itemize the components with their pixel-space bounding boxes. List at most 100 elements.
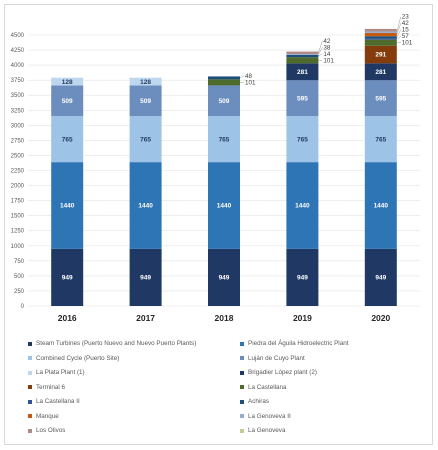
y-tick-label: 3750	[11, 78, 25, 84]
y-tick-label: 3500	[11, 93, 25, 99]
y-tick-label: 500	[14, 274, 25, 280]
bar-segment	[51, 85, 84, 117]
bar-segment	[286, 54, 319, 58]
bar-segment	[286, 248, 319, 306]
bar-segment	[129, 85, 162, 117]
legend-swatch	[240, 414, 244, 418]
leader-line	[396, 16, 401, 33]
data-label: 765	[297, 136, 308, 143]
bar-segment	[51, 162, 84, 249]
legend-swatch	[28, 341, 32, 346]
legend-swatch	[28, 399, 32, 404]
data-label: 48	[245, 73, 253, 80]
data-label: 128	[62, 79, 73, 86]
data-label: 949	[219, 275, 230, 282]
bar-segment	[286, 116, 319, 163]
data-label: 1440	[374, 203, 389, 210]
y-tick-label: 250	[14, 289, 25, 295]
data-label: 101	[402, 40, 413, 47]
legend-item: Steam Turbines (Puerto Nuevo and Nuevo P…	[28, 340, 196, 347]
data-label: 15	[402, 27, 410, 34]
bar-segment	[364, 39, 397, 46]
bar-segment	[364, 162, 397, 249]
y-tick-label: 1000	[11, 244, 25, 250]
legend-swatch	[240, 341, 244, 346]
data-label: 291	[375, 52, 386, 59]
legend-swatch	[240, 399, 244, 404]
y-tick-label: 3250	[11, 108, 25, 114]
y-tick-label: 1500	[11, 214, 25, 220]
y-tick-label: 2000	[11, 184, 25, 190]
legend-item: Manque	[28, 413, 59, 420]
x-tick-label: 2016	[58, 313, 77, 323]
data-label: 949	[140, 275, 151, 282]
data-label: 595	[375, 95, 386, 102]
legend-swatch	[240, 356, 244, 360]
legend-label: Terminal 6	[36, 383, 66, 391]
data-label: 509	[140, 98, 151, 105]
bar-segment	[208, 248, 240, 306]
legend-label: La Genoveva	[248, 427, 286, 434]
bar-segment	[129, 116, 162, 163]
y-tick-label: 0	[21, 304, 25, 310]
data-label: 38	[323, 44, 331, 51]
y-tick-label: 2750	[11, 138, 25, 144]
y-tick-label: 3000	[11, 123, 25, 129]
legend-item: La Genoveva	[240, 427, 285, 434]
data-label: 42	[402, 20, 410, 27]
y-tick-label: 2250	[11, 169, 25, 175]
bar-segment	[51, 77, 84, 86]
legend-item: Piedra del Águila Hidroelectric Plant	[240, 340, 348, 347]
data-label: 42	[323, 38, 331, 45]
legend-swatch	[240, 370, 244, 375]
legend-label: La Genoveva II	[248, 412, 291, 420]
data-label: 949	[297, 275, 308, 282]
stacked-bar-chart: 0 250 500 750 1000 1250 1500 1750 2000 2250 2500 27…	[11, 14, 420, 323]
legend-item: Achiras	[240, 398, 269, 405]
legend-label: Luján de Cuyo Plant	[248, 354, 305, 362]
bar-segment	[208, 76, 240, 80]
y-tick-label: 1250	[11, 229, 25, 235]
bar-segment	[129, 162, 162, 249]
leader-line	[318, 53, 323, 57]
bar-segment	[364, 45, 397, 64]
x-tick-label: 2019	[293, 313, 312, 323]
legend-swatch	[240, 428, 244, 433]
data-label: 1440	[217, 203, 232, 210]
y-tick-label: 1750	[11, 199, 25, 205]
leader-line	[318, 47, 323, 55]
data-label: 281	[297, 69, 308, 76]
bar-segment	[364, 80, 397, 117]
legend-item: Los Olivos	[28, 427, 65, 434]
legend-swatch	[28, 428, 32, 433]
bar-segment	[208, 85, 240, 117]
y-tick-label: 750	[14, 259, 25, 265]
bar-segment	[208, 162, 240, 249]
bar-segment	[208, 79, 240, 86]
legend-item: Luján de Cuyo Plant	[240, 355, 305, 362]
data-label: 765	[140, 136, 151, 143]
bar-segment	[286, 54, 319, 55]
y-tick-label: 2500	[11, 153, 25, 159]
x-tick-label: 2020	[371, 313, 390, 323]
bar-segment	[286, 80, 319, 117]
legend-label: La Plata Plant (1)	[36, 369, 85, 376]
leader-line	[239, 75, 245, 79]
bar-segment	[364, 116, 397, 163]
data-label: 23	[402, 14, 410, 21]
bar-segment	[286, 57, 319, 64]
legend-swatch	[28, 356, 32, 360]
bar-segment	[51, 116, 84, 163]
legend-label: Steam Turbines (Puerto Nuevo and Nuevo P…	[36, 340, 197, 347]
data-label: 1440	[138, 203, 153, 210]
legend-label: La Castellana II	[36, 398, 80, 405]
x-tick-label: 2017	[136, 313, 155, 323]
data-label: 128	[140, 79, 151, 86]
legend-item: Combined Cycle (Puerto Site)	[28, 355, 119, 362]
legend-item: La Castellana	[240, 384, 287, 391]
data-label: 101	[323, 57, 334, 64]
legend-swatch	[28, 385, 32, 389]
bar-segment	[364, 31, 397, 33]
bar-segment	[364, 63, 397, 81]
y-tick-label: 4000	[11, 63, 25, 69]
